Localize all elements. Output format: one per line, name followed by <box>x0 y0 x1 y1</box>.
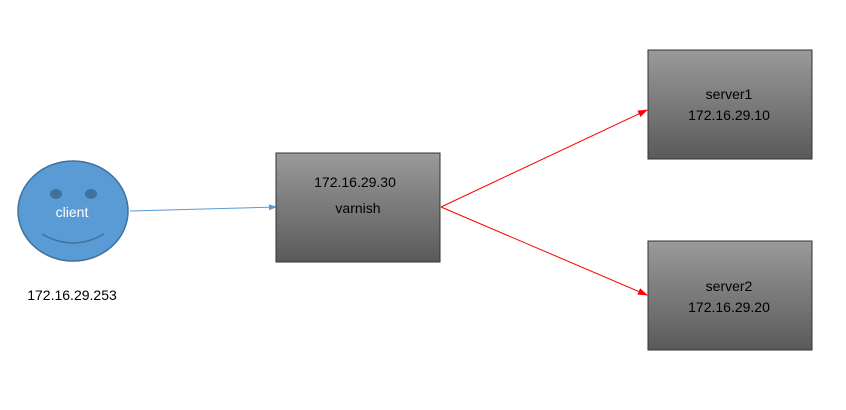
client-right-eye <box>85 189 97 199</box>
client-left-eye <box>50 189 62 199</box>
server1-name: server1 <box>706 86 753 102</box>
varnish-to-server1-arrow <box>440 109 648 208</box>
server1-node: server1 172.16.29.10 <box>647 49 813 160</box>
server2-ip: 172.16.29.20 <box>688 299 770 315</box>
client-smile <box>41 233 105 244</box>
server1-ip: 172.16.29.10 <box>688 107 770 123</box>
varnish-to-server2-arrow <box>440 206 648 296</box>
varnish-name: varnish <box>335 200 380 216</box>
varnish-ip: 172.16.29.30 <box>314 174 396 190</box>
client-node: client <box>17 160 129 262</box>
server1-box <box>647 49 813 160</box>
client-to-varnish-arrow <box>129 204 277 212</box>
server2-node: server2 172.16.29.20 <box>647 240 813 351</box>
server2-name: server2 <box>706 278 753 294</box>
varnish-node: 172.16.29.30 varnish <box>275 152 441 263</box>
varnish-box <box>275 152 441 263</box>
server2-box <box>647 240 813 351</box>
client-label: client <box>56 204 89 220</box>
client-ip: 172.16.29.253 <box>27 287 117 303</box>
